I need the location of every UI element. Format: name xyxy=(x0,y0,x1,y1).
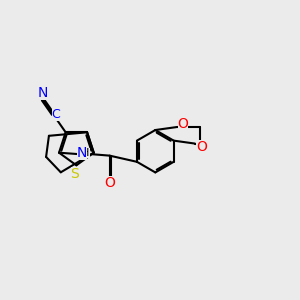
Text: O: O xyxy=(104,176,115,190)
Text: C: C xyxy=(52,108,60,121)
Text: H: H xyxy=(81,148,90,158)
Text: S: S xyxy=(70,167,79,181)
Text: N: N xyxy=(77,146,87,160)
Text: N: N xyxy=(38,86,48,100)
Text: O: O xyxy=(196,140,207,154)
Text: O: O xyxy=(178,116,188,130)
